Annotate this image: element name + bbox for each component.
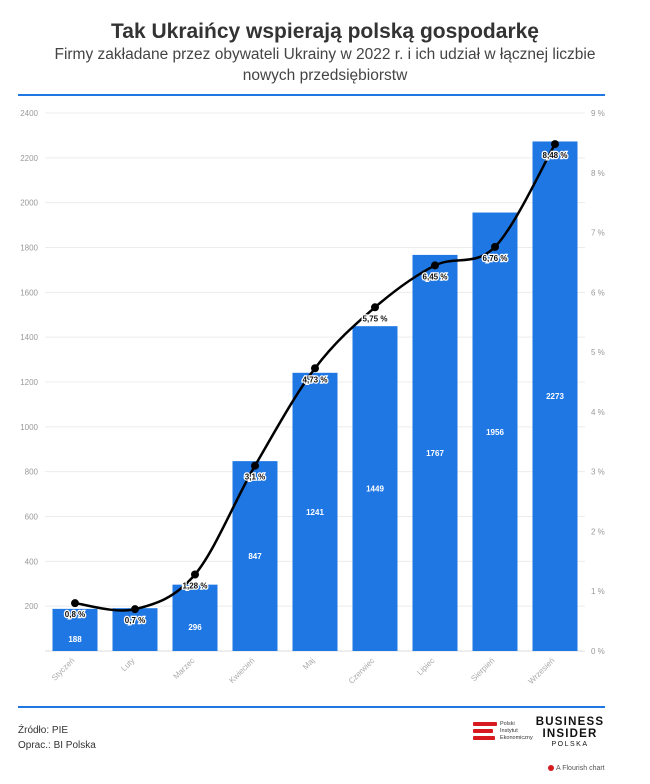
bar <box>472 212 518 651</box>
bar-value-label: 1956 <box>486 428 504 437</box>
y-left-tick-label: 2400 <box>20 109 38 118</box>
y-right-tick-label: 6 % <box>591 288 605 297</box>
bar-value-label: 1449 <box>366 485 384 494</box>
y-right-tick-label: 7 % <box>591 229 605 238</box>
line-point <box>251 461 259 470</box>
bar-value-label: 188 <box>68 635 82 644</box>
y-left-tick-label: 600 <box>25 513 39 522</box>
line-point <box>191 570 199 579</box>
line-value-label: 6,76 % <box>483 254 508 263</box>
y-left-tick-label: 2200 <box>20 154 38 163</box>
line-point <box>551 140 559 149</box>
x-tick-label: Lipiec <box>415 656 436 677</box>
y-left-tick-label: 200 <box>25 602 39 611</box>
y-left-tick-label: 1600 <box>20 288 38 297</box>
y-left-tick-label: 400 <box>25 557 39 566</box>
bar-value-label: 847 <box>248 552 262 561</box>
footer-source: Źródło: PIE Oprac.: BI Polska <box>18 723 96 753</box>
pie-logo-line: Instytut <box>500 728 518 734</box>
bar <box>532 141 578 651</box>
bar <box>292 372 338 651</box>
y-right-tick-label: 9 % <box>591 109 605 118</box>
line-value-label: 3,1 % <box>245 473 265 482</box>
x-tick-label: Luty <box>119 656 136 673</box>
line-value-label: 8,48 % <box>543 151 568 160</box>
pie-logo-line: Polski <box>500 721 515 727</box>
y-left-tick-label: 800 <box>25 468 39 477</box>
y-right-tick-label: 5 % <box>591 348 605 357</box>
bar-value-label: 296 <box>188 623 202 632</box>
page-subtitle: Firmy zakładane przez obywateli Ukrainy … <box>54 46 596 84</box>
y-right-tick-label: 2 % <box>591 527 605 536</box>
business-insider-logo[interactable]: BUSINESS INSIDER POLSKA <box>534 716 606 750</box>
bar-value-label: 2273 <box>546 392 564 401</box>
y-right-tick-label: 4 % <box>591 408 605 417</box>
bar <box>172 584 218 651</box>
y-left-tick-label: 1000 <box>20 423 38 432</box>
bottom-divider <box>18 706 605 708</box>
bar <box>352 326 398 651</box>
line-point <box>71 599 79 608</box>
pie-logo-mark <box>473 722 497 742</box>
line-value-label: 0,8 % <box>65 610 85 619</box>
brand-line-1: BUSINESS <box>535 716 605 728</box>
line-value-label: 4,73 % <box>303 375 328 384</box>
line-point <box>311 364 319 373</box>
x-tick-label: Sierpień <box>469 656 496 683</box>
brand-line-3: POLSKA <box>551 741 589 748</box>
top-divider <box>18 94 605 96</box>
y-left-tick-label: 1400 <box>20 333 38 342</box>
chart: 200 400 600 800 1000 1200 1400 1600 1800 2000 2200… <box>20 109 605 686</box>
flourish-credit[interactable]: A Flourish chart <box>548 765 605 772</box>
x-tick-label: Maj <box>301 656 317 672</box>
x-tick-label: Wrzesień <box>527 656 557 686</box>
flourish-icon <box>548 765 554 772</box>
line-point <box>131 605 139 614</box>
bar-value-label: 1241 <box>306 508 324 517</box>
author-text: Oprac.: BI Polska <box>18 740 96 751</box>
line-point <box>371 303 379 312</box>
x-tick-label: Styczeń <box>50 656 76 682</box>
flourish-label: A Flourish chart <box>556 765 605 772</box>
x-tick-label: Czerwiec <box>347 656 377 686</box>
y-right-tick-label: 1 % <box>591 587 605 596</box>
source-text: Źródło: PIE <box>18 725 69 736</box>
pie-logo-line: Ekonomiczny <box>500 735 533 741</box>
page-title: Tak Ukraińcy wspierają polską gospodarkę <box>111 20 539 43</box>
line-point <box>491 242 499 251</box>
bar <box>412 254 458 651</box>
bar-value-label: 1767 <box>426 449 444 458</box>
line-value-label: 6,45 % <box>423 272 448 281</box>
line-value-label: 5,75 % <box>363 314 388 323</box>
bar <box>112 608 158 651</box>
pie-logo: Polski Instytut Ekonomiczny <box>473 720 543 746</box>
y-left-tick-label: 1200 <box>20 378 38 387</box>
y-left-tick-label: 1800 <box>20 244 38 253</box>
brand-line-2: INSIDER <box>542 728 598 740</box>
y-right-tick-label: 0 % <box>591 647 605 656</box>
x-tick-label: Kwiecień <box>227 656 256 685</box>
line-value-label: 1,28 % <box>183 581 208 590</box>
bar <box>52 608 98 651</box>
line-point <box>431 261 439 270</box>
y-right-tick-label: 3 % <box>591 468 605 477</box>
x-tick-label: Marzec <box>171 656 196 681</box>
line-value-label: 0,7 % <box>125 616 145 625</box>
y-left-tick-label: 2000 <box>20 199 38 208</box>
y-right-tick-label: 8 % <box>591 169 605 178</box>
